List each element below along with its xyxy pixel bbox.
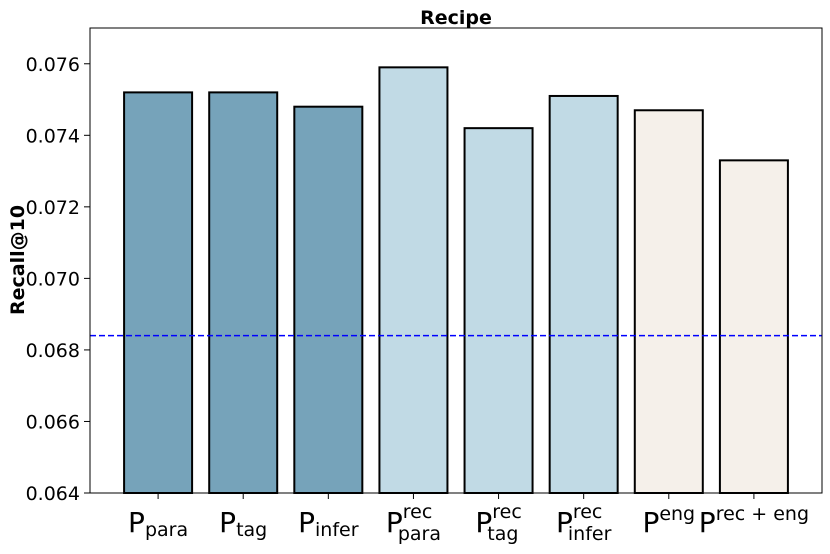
- y-tick-label-3: 0.070: [26, 268, 80, 290]
- y-tick-label-6: 0.076: [26, 54, 80, 76]
- bar-2: [293, 105, 364, 494]
- plot-frame: [89, 27, 823, 494]
- y-axis-ticks: 0.064 0.066 0.068 0.070 0.072 0.074 0.076: [26, 54, 90, 505]
- x-tick-label-2: Pinfer: [298, 506, 359, 541]
- bar-4: [463, 127, 534, 494]
- bar-1: [208, 91, 279, 494]
- x-tick-label-6: Peng: [642, 503, 695, 539]
- x-tick-label-0: Ppara: [128, 506, 188, 541]
- x-axis-ticks: Ppara Ptag Pinfer Prec para Prec tag Prec infer P…: [128, 493, 809, 545]
- y-tick-label-2: 0.068: [26, 340, 80, 362]
- y-tick-label-0: 0.064: [26, 483, 80, 505]
- bar-0: [123, 91, 194, 494]
- bar-6: [633, 109, 704, 495]
- y-axis-label: Recall@10: [7, 205, 29, 315]
- x-tick-label-7: Prec + eng: [699, 503, 809, 539]
- x-tick-label-5: Prec infer: [556, 501, 612, 545]
- bar-3: [378, 66, 449, 494]
- x-tick-label-4: Prec tag: [475, 501, 521, 545]
- chart-title: Recipe: [420, 7, 492, 29]
- bars-layer: [123, 66, 789, 495]
- x-tick-label-1: Ptag: [219, 506, 267, 541]
- y-tick-label-1: 0.066: [26, 411, 80, 433]
- x-tick-label-3: Prec para: [386, 501, 441, 545]
- y-tick-label-5: 0.074: [26, 125, 80, 147]
- bar-7: [718, 159, 789, 494]
- y-tick-label-4: 0.072: [26, 197, 80, 219]
- bar-5: [548, 94, 619, 494]
